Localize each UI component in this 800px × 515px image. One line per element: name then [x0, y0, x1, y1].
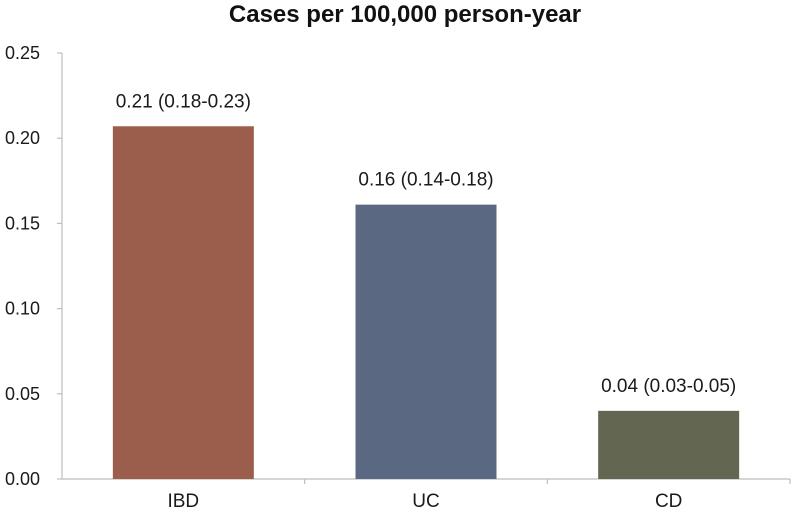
chart-title: Cases per 100,000 person-year — [229, 1, 581, 28]
bar-uc — [355, 204, 497, 479]
y-tick-label: 0.15 — [5, 213, 40, 233]
data-labels: 0.21 (0.18-0.23) 0.16 (0.14-0.18) 0.04 (0.… — [116, 91, 737, 397]
y-axis: 0.00 0.05 0.10 0.15 0.20 0.25 — [5, 43, 63, 489]
x-tick-label: IBD — [167, 491, 199, 512]
x-tick-label: CD — [655, 491, 682, 512]
y-tick-label: 0.25 — [5, 43, 40, 63]
x-axis — [62, 478, 791, 484]
y-tick-label: 0.10 — [5, 299, 40, 319]
category-labels: IBD UC CD — [167, 491, 682, 512]
y-tick-label: 0.05 — [5, 384, 40, 404]
y-tick-label: 0.20 — [5, 128, 40, 148]
bar-series — [112, 126, 740, 479]
bar-ibd — [112, 126, 254, 479]
data-label-cd: 0.04 (0.03-0.05) — [601, 376, 736, 397]
y-tick-label: 0.00 — [5, 469, 40, 489]
data-label-uc: 0.16 (0.14-0.18) — [358, 170, 493, 191]
x-tick-label: UC — [412, 491, 439, 512]
bar-cd — [598, 410, 740, 479]
data-label-ibd: 0.21 (0.18-0.23) — [116, 91, 251, 112]
